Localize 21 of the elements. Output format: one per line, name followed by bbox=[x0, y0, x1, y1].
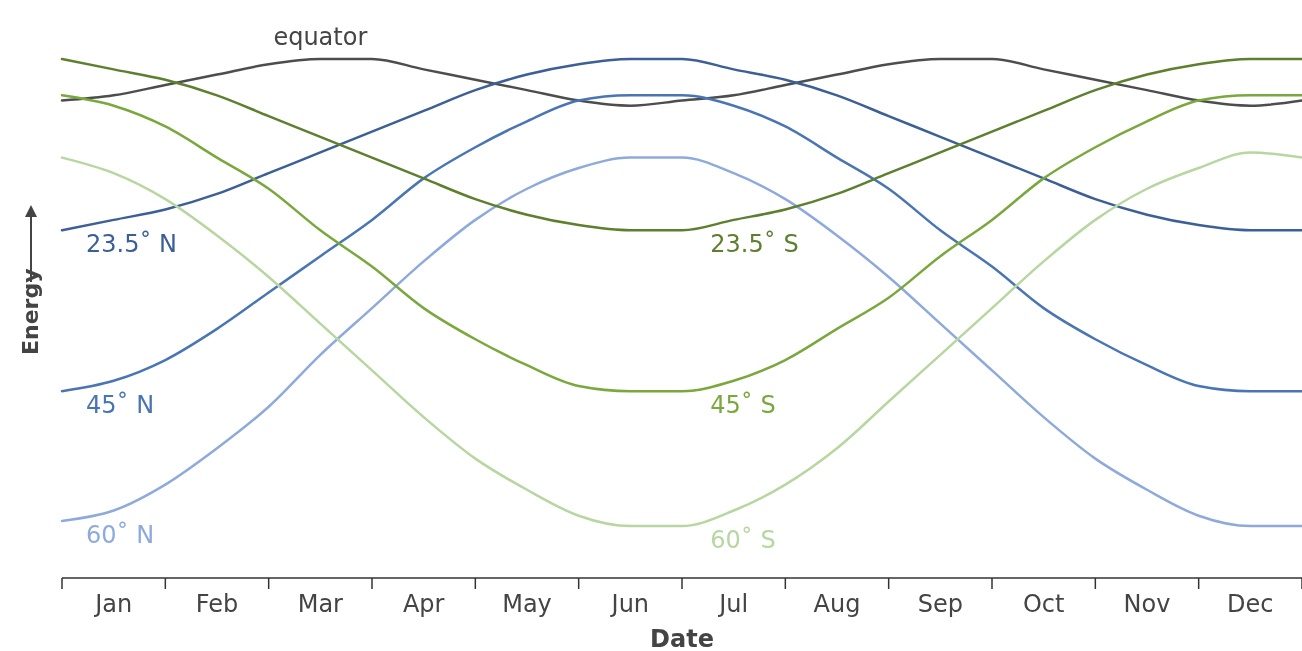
series-label: 60˚ S bbox=[710, 526, 776, 555]
series-label: 23.5˚ N bbox=[86, 230, 178, 259]
x-tick-label: Mar bbox=[297, 590, 344, 618]
x-tick-label: Feb bbox=[195, 590, 239, 618]
series-label: 45˚ S bbox=[710, 391, 776, 420]
x-tick-label: Dec bbox=[1227, 590, 1274, 618]
series-label: 60˚ N bbox=[86, 520, 155, 549]
y-axis-title: Energy bbox=[18, 268, 43, 355]
x-axis-title: Date bbox=[650, 625, 714, 651]
x-tick-label: Sep bbox=[917, 590, 963, 618]
x-tick-label: Apr bbox=[402, 590, 445, 618]
x-tick-label: Aug bbox=[813, 590, 861, 618]
series-label: 45˚ N bbox=[86, 391, 155, 420]
x-tick-label: May bbox=[502, 590, 552, 618]
series-label: equator bbox=[273, 23, 368, 51]
x-tick-label: Oct bbox=[1022, 590, 1065, 618]
x-tick-label: Jun bbox=[609, 590, 650, 618]
x-tick-label: Jul bbox=[717, 590, 749, 618]
x-tick-label: Nov bbox=[1123, 590, 1171, 618]
series-label: 23.5˚ S bbox=[710, 230, 799, 259]
x-tick-label: Jan bbox=[93, 590, 133, 618]
